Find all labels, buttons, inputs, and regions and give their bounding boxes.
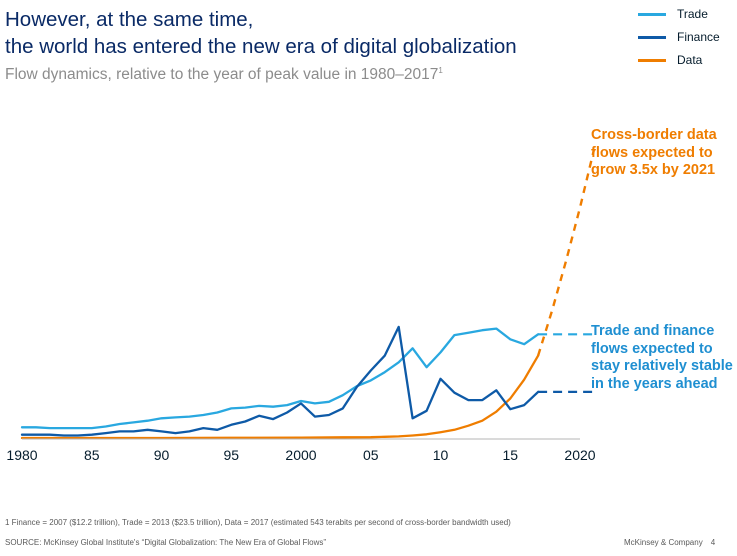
- x-tick-label-15: 15: [502, 447, 518, 463]
- subtitle-text: Flow dynamics, relative to the year of p…: [5, 66, 439, 84]
- annotation-trade-finance-projection: Trade and finance flows expected to stay…: [591, 323, 733, 392]
- x-tick-label-10: 10: [433, 447, 449, 463]
- brand-name: McKinsey & Company: [624, 538, 703, 547]
- chart-title: However, at the same time, the world has…: [5, 6, 517, 60]
- source-note: SOURCE: McKinsey Global Institute's “Dig…: [5, 538, 327, 547]
- series-line-data: [20, 354, 540, 440]
- series-line-trade: [20, 327, 540, 430]
- x-tick-label-05: 05: [363, 447, 379, 463]
- x-tick-label-2000: 2000: [285, 447, 316, 463]
- x-tick-label-1980: 1980: [6, 447, 37, 463]
- title-line-1: However, at the same time,: [5, 8, 254, 31]
- legend-swatch-finance: [638, 36, 666, 39]
- chart-subtitle: Flow dynamics, relative to the year of p…: [5, 66, 443, 84]
- legend-label-finance: Finance: [677, 30, 720, 44]
- legend-label-data: Data: [677, 53, 703, 67]
- legend-label-trade: Trade: [677, 7, 708, 21]
- annotation-data-projection: Cross-border data flows expected to grow…: [591, 127, 717, 178]
- x-tick-label-90: 90: [154, 447, 170, 463]
- footnote: 1 Finance = 2007 ($12.2 trillion), Trade…: [5, 518, 511, 527]
- projection-line-data: [536, 149, 596, 357]
- x-tick-label-85: 85: [84, 447, 100, 463]
- page-number: 4: [710, 538, 716, 547]
- footer-brand: McKinsey & Company 4: [624, 538, 715, 547]
- legend-swatch-trade: [638, 13, 666, 16]
- series-line-finance: [20, 325, 540, 437]
- subtitle-footnote-marker: 1: [438, 66, 443, 75]
- x-tick-label-95: 95: [223, 447, 239, 463]
- title-line-2: the world has entered the new era of dig…: [5, 35, 517, 58]
- legend-swatch-data: [638, 59, 666, 62]
- x-tick-label-2020: 2020: [564, 447, 595, 463]
